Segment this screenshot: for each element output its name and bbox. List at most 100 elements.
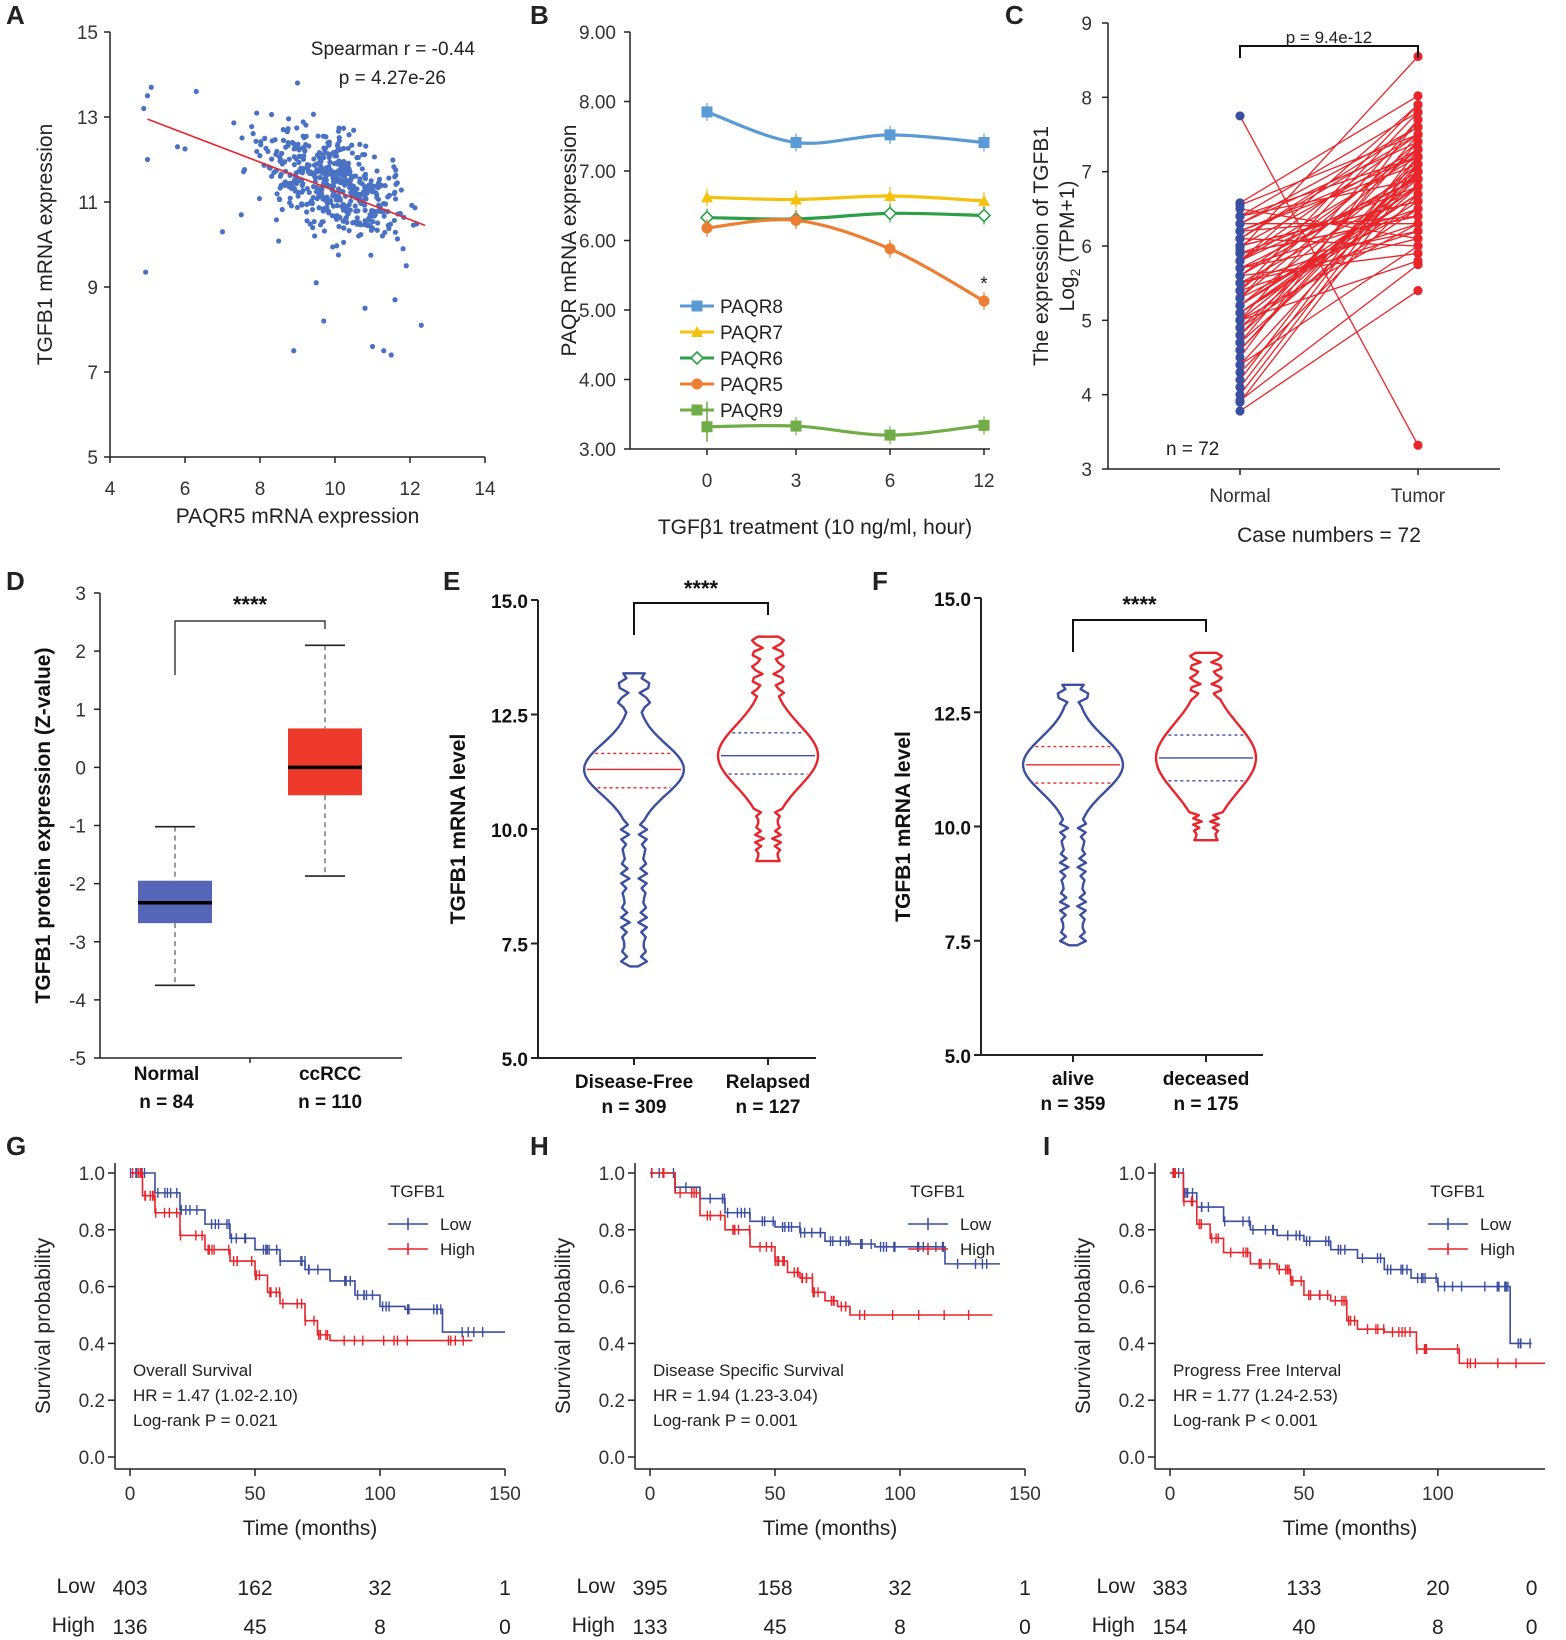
normal-point — [1235, 256, 1245, 266]
tumor-point — [1413, 219, 1423, 229]
scatter-point — [369, 343, 376, 350]
legend-marker — [691, 300, 703, 312]
data-point — [976, 208, 992, 223]
scatter-point — [403, 263, 409, 269]
data-point — [978, 419, 990, 431]
risk-count-high: 133 — [632, 1616, 667, 1639]
risk-count-low: 158 — [757, 1577, 792, 1600]
tumor-point — [1413, 144, 1423, 154]
km-stat-2: Log-rank P = 0.021 — [133, 1411, 278, 1430]
scatter-point — [294, 125, 300, 131]
risk-count-low: 32 — [368, 1577, 391, 1600]
panel-label: A — [6, 0, 25, 30]
y-tick-label: 0.2 — [599, 1391, 625, 1412]
x-tick-label: 8 — [255, 479, 266, 500]
scatter-point — [143, 269, 149, 275]
scatter-point — [391, 217, 397, 224]
scatter-point — [363, 196, 369, 202]
scatter-point — [193, 88, 199, 95]
scatter-point — [311, 219, 317, 225]
scatter-point — [280, 127, 286, 133]
data-point — [701, 191, 713, 203]
y-tick-label: 0.6 — [599, 1278, 625, 1299]
normal-point — [1235, 345, 1245, 355]
x-tick-label: 0 — [125, 1484, 136, 1505]
y-axis-label-part: Log — [1056, 276, 1079, 311]
normal-point — [1235, 406, 1245, 416]
risk-count-low: 162 — [237, 1577, 272, 1600]
scatter-point — [327, 152, 333, 158]
legend-label: PAQR5 — [720, 375, 783, 396]
scatter-point — [321, 228, 328, 234]
legend-label: High — [1480, 1240, 1515, 1259]
y-tick-label: 7.5 — [502, 936, 529, 957]
y-tick-label: 8.00 — [579, 93, 616, 114]
scatter-point — [347, 169, 353, 175]
scatter-point — [326, 142, 332, 148]
panel-label: I — [1043, 1131, 1050, 1161]
scatter-point — [340, 239, 347, 245]
scatter-point — [312, 233, 318, 239]
scatter-point — [322, 180, 329, 186]
scatter-point — [359, 181, 365, 187]
scatter-point — [219, 229, 226, 235]
scatter-point — [333, 153, 340, 159]
normal-point — [1235, 111, 1245, 121]
scatter-point — [310, 184, 317, 190]
normal-point — [1235, 323, 1245, 333]
scatter-point — [273, 217, 280, 223]
tumor-point — [1413, 137, 1423, 147]
scatter-point — [371, 213, 377, 219]
y-tick-label: 3.00 — [579, 440, 616, 461]
data-point — [790, 193, 802, 205]
legend-label: Low — [1480, 1215, 1512, 1234]
scatter-point — [321, 318, 327, 324]
y-tick-label: 0.2 — [1119, 1391, 1145, 1412]
km-stat-0: Disease Specific Survival — [653, 1361, 844, 1380]
scatter-point — [374, 168, 380, 174]
y-tick-label: 0.2 — [79, 1391, 105, 1412]
scatter-point — [295, 145, 301, 152]
n-annotation: n = 72 — [1166, 439, 1219, 460]
legend-label: High — [440, 1240, 475, 1259]
y-tick-label: -3 — [69, 933, 86, 954]
scatter-point — [330, 244, 336, 250]
scatter-point — [357, 141, 363, 147]
y-tick-label: 10.0 — [491, 821, 528, 842]
normal-point — [1235, 278, 1245, 288]
data-point — [884, 243, 896, 255]
group-label: Normal — [134, 1064, 199, 1085]
km-stat-1: HR = 1.47 (1.02-2.10) — [133, 1386, 298, 1405]
violin-relapsed — [716, 635, 820, 863]
scatter-point — [294, 204, 301, 211]
scatter-point — [356, 233, 362, 239]
scatter-point — [319, 193, 325, 199]
p-value-annotation: p = 4.27e-26 — [339, 68, 446, 89]
scatter-point — [278, 182, 284, 188]
y-tick-label: 15 — [77, 23, 98, 44]
scatter-point — [398, 187, 404, 193]
scatter-point — [349, 150, 355, 156]
y-tick-label: 9 — [87, 278, 98, 299]
scatter-point — [344, 219, 350, 225]
scatter-point — [334, 243, 340, 249]
scatter-point — [351, 219, 357, 225]
scatter-point — [381, 213, 387, 219]
scatter-point — [375, 184, 381, 191]
risk-label-low: Low — [576, 1575, 615, 1598]
normal-point — [1235, 360, 1245, 370]
risk-count-low: 383 — [1152, 1577, 1187, 1600]
pair-line — [1239, 237, 1419, 284]
x-tick-label: 50 — [244, 1484, 265, 1505]
scatter-point — [286, 116, 292, 122]
km-stat-0: Progress Free Interval — [1173, 1361, 1341, 1380]
scatter-point — [262, 135, 268, 141]
scatter-point — [306, 189, 312, 196]
scatter-point — [367, 217, 374, 223]
pair-line — [1239, 156, 1419, 217]
scatter-point — [339, 160, 345, 167]
pair-line — [1239, 126, 1419, 225]
x-axis-label: TGFβ1 treatment (10 ng/ml, hour) — [658, 516, 972, 539]
